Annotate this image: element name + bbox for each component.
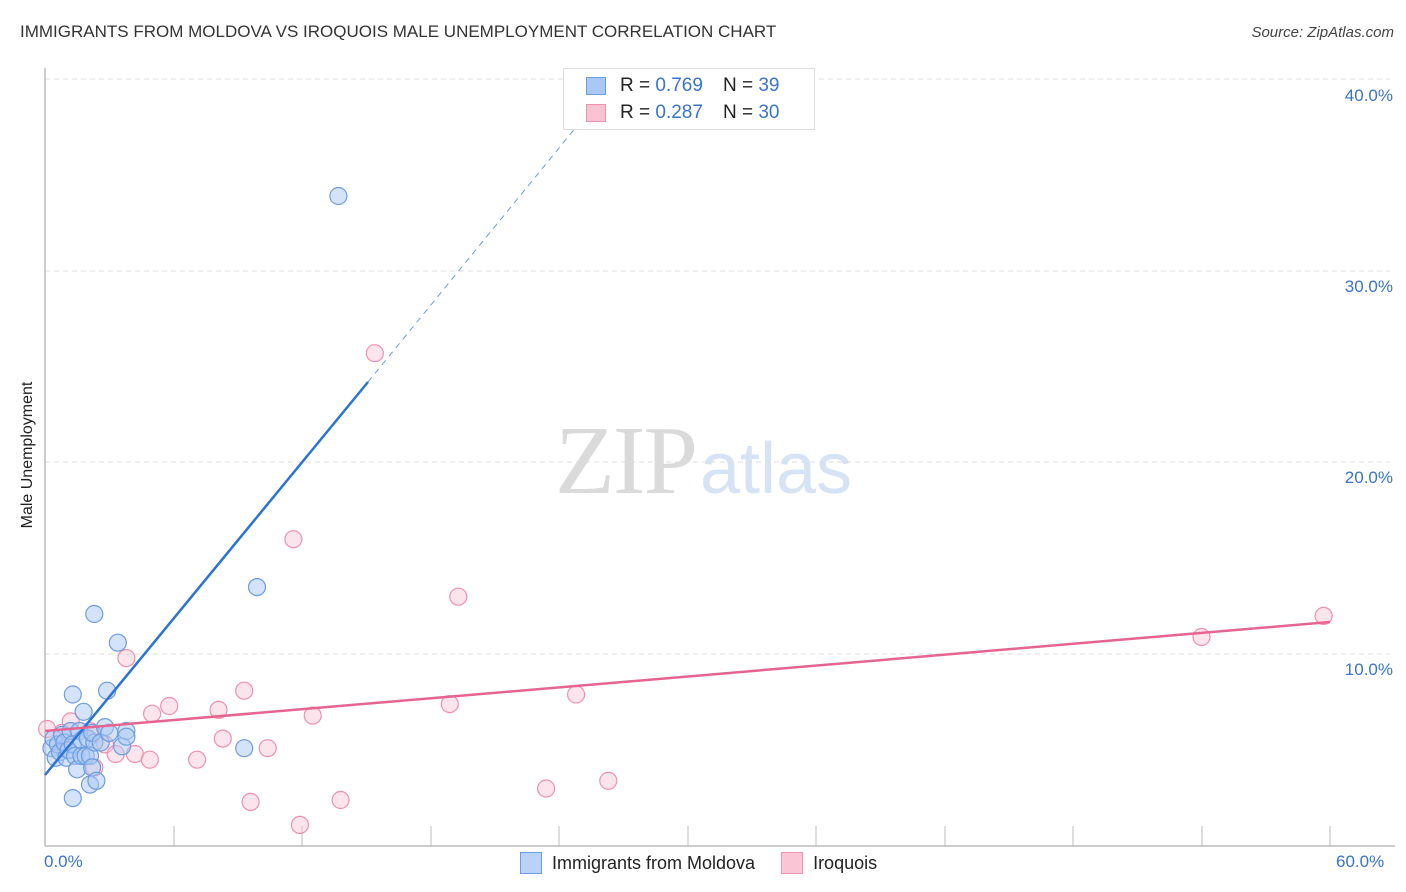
y-axis-label: Male Unemployment — [19, 381, 36, 529]
data-point — [235, 681, 254, 700]
chart-title: IMMIGRANTS FROM MOLDOVA VS IROQUOIS MALE… — [20, 22, 777, 41]
source-label: Source: ZipAtlas.com — [1251, 24, 1394, 41]
iroquois-trend-line — [44, 620, 1331, 733]
r-label: R = — [620, 102, 651, 123]
moldova-legend-swatch-icon — [520, 852, 542, 874]
data-point — [1192, 627, 1211, 647]
data-point — [365, 344, 384, 363]
data-point — [247, 577, 267, 597]
moldova-r-value: 0.769 — [655, 75, 703, 96]
data-point — [63, 685, 82, 704]
data-point — [117, 727, 136, 746]
data-point — [331, 790, 350, 810]
data-point — [329, 186, 348, 206]
legend-item-iroquois[interactable]: Iroquois — [781, 852, 877, 874]
legend-row-moldova: R = 0.769 N = 39 — [586, 73, 779, 99]
x-tick-min: 0.0% — [44, 852, 83, 871]
x-axis-ticks — [173, 826, 1331, 846]
legend-row-iroquois: R = 0.287 N = 30 — [586, 100, 779, 126]
n-label: N = — [722, 102, 754, 123]
moldova-swatch-icon — [586, 77, 606, 95]
data-point — [449, 587, 468, 606]
moldova-trend-extension — [367, 109, 591, 383]
gridlines — [45, 78, 1390, 655]
data-point — [74, 702, 93, 721]
data-point — [599, 771, 618, 790]
data-point — [140, 750, 159, 769]
data-point — [241, 792, 260, 812]
n-label: N = — [722, 75, 754, 96]
watermark-zip: ZIP — [555, 407, 698, 515]
iroquois-r-value: 0.287 — [655, 102, 703, 123]
legend-label-moldova: Immigrants from Moldova — [552, 852, 756, 873]
moldova-trend-line — [44, 381, 369, 776]
watermark: ZIPatlas — [555, 405, 852, 517]
iroquois-points — [37, 344, 1333, 835]
iroquois-legend-swatch-icon — [781, 852, 804, 874]
data-point — [566, 685, 586, 704]
data-point — [160, 696, 179, 716]
y-tick-30: 30.0% — [1344, 277, 1393, 296]
data-point — [209, 700, 228, 720]
x-tick-max: 60.0% — [1336, 852, 1385, 871]
data-point — [117, 648, 136, 668]
r-label: R = — [620, 75, 651, 96]
data-point — [536, 779, 556, 798]
y-tick-40: 40.0% — [1344, 86, 1393, 105]
data-point — [63, 788, 82, 808]
data-point — [284, 530, 303, 549]
data-point — [290, 815, 309, 835]
data-point — [85, 604, 104, 624]
watermark-atlas: atlas — [700, 429, 853, 509]
moldova-points — [42, 186, 348, 808]
data-point — [188, 750, 207, 769]
moldova-n-value: 39 — [758, 75, 780, 96]
iroquois-swatch-icon — [586, 104, 606, 122]
y-tick-20: 20.0% — [1344, 468, 1393, 487]
series-legend: Immigrants from Moldova Iroquois — [520, 852, 903, 874]
y-tick-10: 10.0% — [1344, 660, 1393, 679]
data-point — [1314, 606, 1333, 626]
legend-item-moldova[interactable]: Immigrants from Moldova — [520, 852, 755, 874]
data-point — [87, 771, 106, 790]
data-point — [235, 739, 254, 758]
data-point — [258, 739, 277, 758]
data-point — [213, 729, 232, 748]
data-point — [108, 633, 127, 652]
iroquois-n-value: 30 — [758, 102, 780, 123]
stats-legend: R = 0.769 N = 39 R = 0.287 N = 30 — [563, 68, 815, 130]
legend-label-iroquois: Iroquois — [813, 852, 878, 873]
data-point — [143, 704, 162, 723]
